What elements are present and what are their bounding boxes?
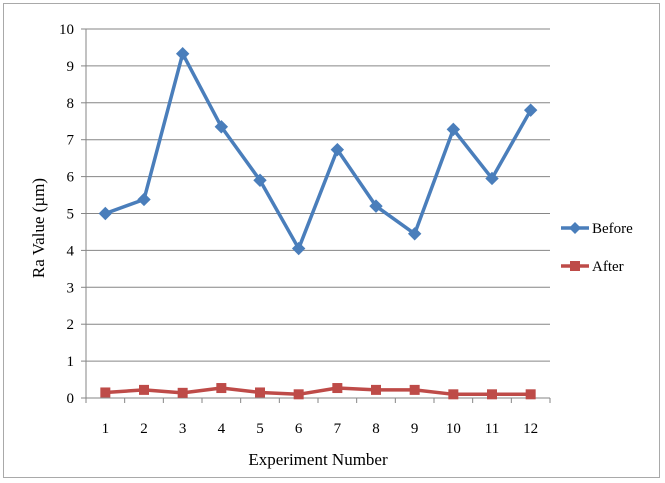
data-point [525, 389, 536, 400]
series-before [98, 47, 538, 256]
y-tick-labels: 0 1 2 3 4 5 6 7 8 9 10 [59, 22, 75, 407]
data-point [330, 142, 345, 157]
data-point [487, 389, 497, 400]
y-tick-label: 9 [67, 59, 75, 75]
x-tick-label: 4 [218, 421, 226, 437]
legend-marker [569, 222, 581, 234]
data-point [255, 387, 265, 398]
data-point [253, 173, 267, 187]
y-tick-label: 10 [59, 22, 74, 38]
data-point [177, 387, 188, 398]
gridlines [86, 28, 550, 362]
legend-item: After [561, 259, 624, 275]
y-tick-label: 7 [67, 133, 75, 149]
data-point [332, 383, 343, 394]
x-tick-label: 12 [523, 421, 538, 437]
y-tick-label: 4 [67, 243, 75, 259]
y-tick-label: 2 [67, 317, 75, 333]
data-point [485, 171, 499, 186]
data-point [407, 227, 422, 241]
x-tick-label: 3 [179, 421, 187, 437]
y-tick-label: 0 [67, 391, 75, 407]
y-tick-label: 5 [67, 207, 75, 223]
legend-marker [570, 261, 580, 271]
data-point [214, 120, 229, 134]
x-tick-label: 1 [102, 421, 110, 437]
legend-item: Before [561, 221, 633, 237]
y-tick-label: 8 [67, 96, 75, 112]
data-point [371, 384, 381, 395]
data-point [98, 206, 113, 221]
series-after [100, 383, 536, 400]
series-line [105, 386, 531, 397]
y-tick-label: 1 [67, 354, 75, 370]
data-series [98, 47, 538, 400]
data-point [446, 122, 461, 137]
x-tick-label: 11 [485, 421, 499, 437]
y-tick-label: 3 [67, 280, 75, 296]
x-tick-label: 8 [372, 421, 380, 437]
data-point [369, 199, 383, 213]
data-point [139, 384, 149, 395]
data-point [175, 47, 190, 61]
x-tick-label: 6 [295, 421, 303, 437]
data-point [100, 387, 111, 398]
data-point [523, 103, 538, 117]
data-point [409, 384, 420, 395]
x-tick-labels: 1 2 3 4 5 6 7 8 9 10 11 12 [102, 421, 539, 437]
data-point [216, 383, 227, 394]
legend-label: Before [592, 221, 633, 237]
axes [81, 28, 551, 403]
x-tick-label: 10 [446, 421, 461, 437]
data-point [448, 389, 459, 400]
x-tick-label: 9 [411, 421, 419, 437]
legend-label: After [592, 259, 624, 275]
x-axis-title: Experiment Number [248, 450, 388, 469]
legend: Before After [561, 221, 633, 275]
x-tick-label: 7 [334, 421, 342, 437]
x-tick-label: 2 [140, 421, 148, 437]
data-point [137, 192, 151, 207]
y-tick-label: 6 [67, 170, 75, 186]
y-axis-title: Ra Value (µm) [29, 178, 48, 278]
data-point [293, 389, 304, 400]
series-line [104, 51, 533, 251]
x-tick-label: 5 [256, 421, 264, 437]
data-point [291, 241, 306, 256]
